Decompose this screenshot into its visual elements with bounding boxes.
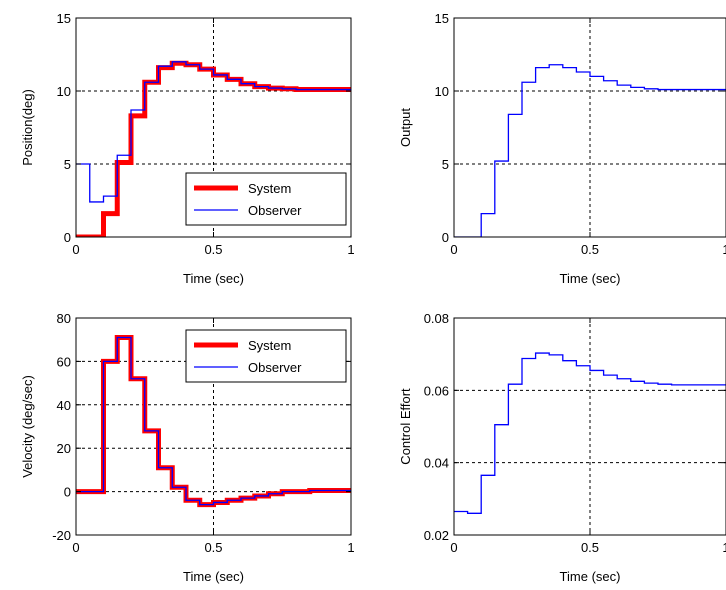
x-tick-label: 1: [347, 540, 354, 555]
x-tick-label: 0: [450, 242, 457, 257]
legend-label: System: [248, 181, 291, 196]
y-tick-label: 0.08: [424, 311, 449, 326]
x-tick-label: 0: [450, 540, 457, 555]
series-line-observer: [76, 336, 351, 506]
y-tick-label: 20: [57, 441, 71, 456]
x-tick-label: 0.5: [581, 242, 599, 257]
legend-label: Observer: [248, 203, 302, 218]
y-tick-label: 5: [442, 157, 449, 172]
series-line-output: [454, 64, 726, 237]
y-axis-label: Output: [398, 108, 413, 147]
legend: System Observer: [185, 172, 347, 226]
y-tick-label: 0: [64, 485, 71, 500]
x-tick-label: 0.5: [204, 242, 222, 257]
y-tick-label: 0.02: [424, 528, 449, 543]
x-axis-label: Time (sec): [560, 569, 621, 584]
y-tick-label: 0: [64, 230, 71, 245]
x-tick-label: 0.5: [204, 540, 222, 555]
x-axis-label: Time (sec): [183, 569, 244, 584]
x-tick-label: 0.5: [581, 540, 599, 555]
y-tick-label: 80: [57, 311, 71, 326]
series-line-output: [454, 352, 726, 514]
x-axis-label: Time (sec): [183, 271, 244, 286]
x-tick-label: 0: [72, 242, 79, 257]
x-tick-label: 1: [722, 540, 726, 555]
legend-label: System: [248, 338, 291, 353]
chart-panel-4: 0 0.5 1 0.02 0.04 0.06 0.08 Time (sec) Control E…: [398, 311, 726, 584]
y-axis-label: Position(deg): [20, 89, 35, 166]
y-tick-label: 10: [435, 84, 449, 99]
y-tick-label: 15: [57, 11, 71, 26]
legend-box: [185, 329, 347, 383]
y-tick-label: 0: [442, 230, 449, 245]
y-tick-label: 5: [64, 157, 71, 172]
legend: System Observer: [185, 329, 347, 383]
y-tick-label: 0.04: [424, 456, 449, 471]
y-tick-label: -20: [52, 528, 71, 543]
y-tick-label: 40: [57, 398, 71, 413]
legend-box: [185, 172, 347, 226]
x-tick-label: 0: [72, 540, 79, 555]
y-tick-label: 15: [435, 11, 449, 26]
y-axis-label: Velocity (deg/sec): [20, 375, 35, 478]
x-axis-label: Time (sec): [560, 271, 621, 286]
y-tick-label: 60: [57, 354, 71, 369]
x-tick-label: 1: [722, 242, 726, 257]
y-tick-label: 10: [57, 84, 71, 99]
legend-label: Observer: [248, 360, 302, 375]
x-tick-label: 1: [347, 242, 354, 257]
y-axis-label: Control Effort: [398, 388, 413, 465]
series-line-observer: [76, 61, 351, 203]
y-tick-label: 0.06: [424, 383, 449, 398]
